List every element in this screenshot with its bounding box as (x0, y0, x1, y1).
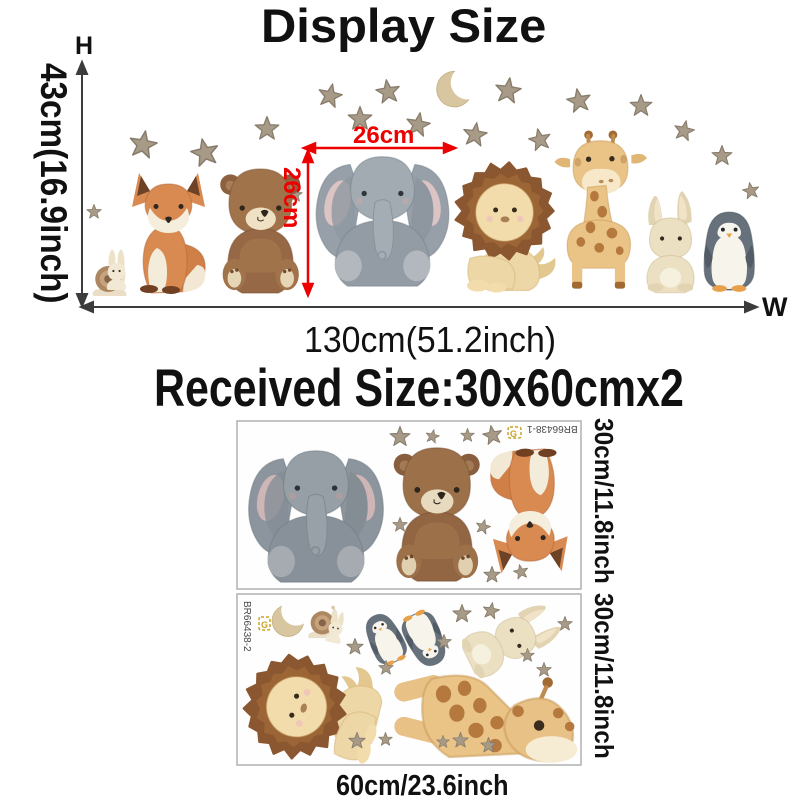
svg-text:G: G (510, 429, 517, 439)
svg-text:G: G (261, 620, 268, 630)
